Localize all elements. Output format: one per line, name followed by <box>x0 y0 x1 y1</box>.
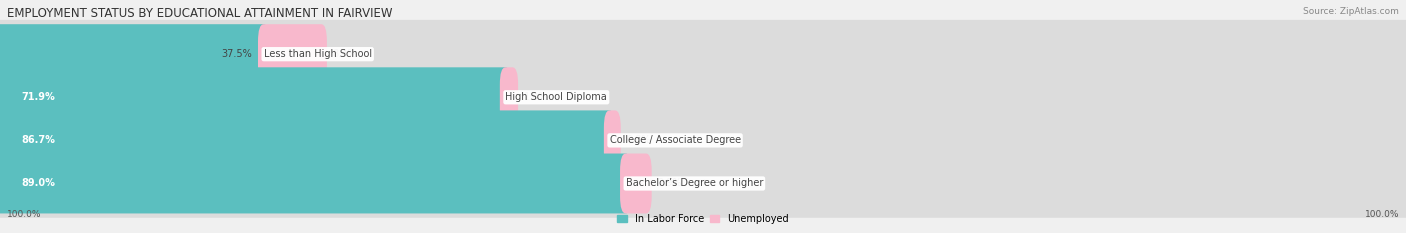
FancyBboxPatch shape <box>0 20 1406 89</box>
FancyBboxPatch shape <box>0 67 1406 128</box>
Text: 2.9%: 2.9% <box>658 178 682 188</box>
Text: 100.0%: 100.0% <box>1364 210 1399 219</box>
FancyBboxPatch shape <box>0 154 631 213</box>
FancyBboxPatch shape <box>0 110 616 170</box>
Text: 100.0%: 100.0% <box>7 210 42 219</box>
Text: 86.7%: 86.7% <box>21 135 55 145</box>
FancyBboxPatch shape <box>620 154 652 213</box>
FancyBboxPatch shape <box>0 106 1406 175</box>
FancyBboxPatch shape <box>0 67 512 127</box>
Text: 71.9%: 71.9% <box>21 92 55 102</box>
FancyBboxPatch shape <box>0 24 1406 85</box>
Text: 8.2%: 8.2% <box>333 49 357 59</box>
Text: College / Associate Degree: College / Associate Degree <box>610 135 741 145</box>
Text: 89.0%: 89.0% <box>21 178 55 188</box>
Text: Bachelor’s Degree or higher: Bachelor’s Degree or higher <box>626 178 763 188</box>
Text: 1.0%: 1.0% <box>524 92 548 102</box>
FancyBboxPatch shape <box>501 67 517 127</box>
Text: Source: ZipAtlas.com: Source: ZipAtlas.com <box>1303 7 1399 16</box>
FancyBboxPatch shape <box>0 24 270 84</box>
Text: 0.8%: 0.8% <box>626 135 651 145</box>
Text: 37.5%: 37.5% <box>222 49 253 59</box>
FancyBboxPatch shape <box>259 24 328 84</box>
FancyBboxPatch shape <box>0 153 1406 214</box>
FancyBboxPatch shape <box>0 149 1406 218</box>
Text: High School Diploma: High School Diploma <box>506 92 607 102</box>
Legend: In Labor Force, Unemployed: In Labor Force, Unemployed <box>613 210 793 228</box>
Text: Less than High School: Less than High School <box>264 49 371 59</box>
FancyBboxPatch shape <box>0 63 1406 132</box>
FancyBboxPatch shape <box>605 110 621 170</box>
Text: EMPLOYMENT STATUS BY EDUCATIONAL ATTAINMENT IN FAIRVIEW: EMPLOYMENT STATUS BY EDUCATIONAL ATTAINM… <box>7 7 392 20</box>
FancyBboxPatch shape <box>0 110 1406 171</box>
